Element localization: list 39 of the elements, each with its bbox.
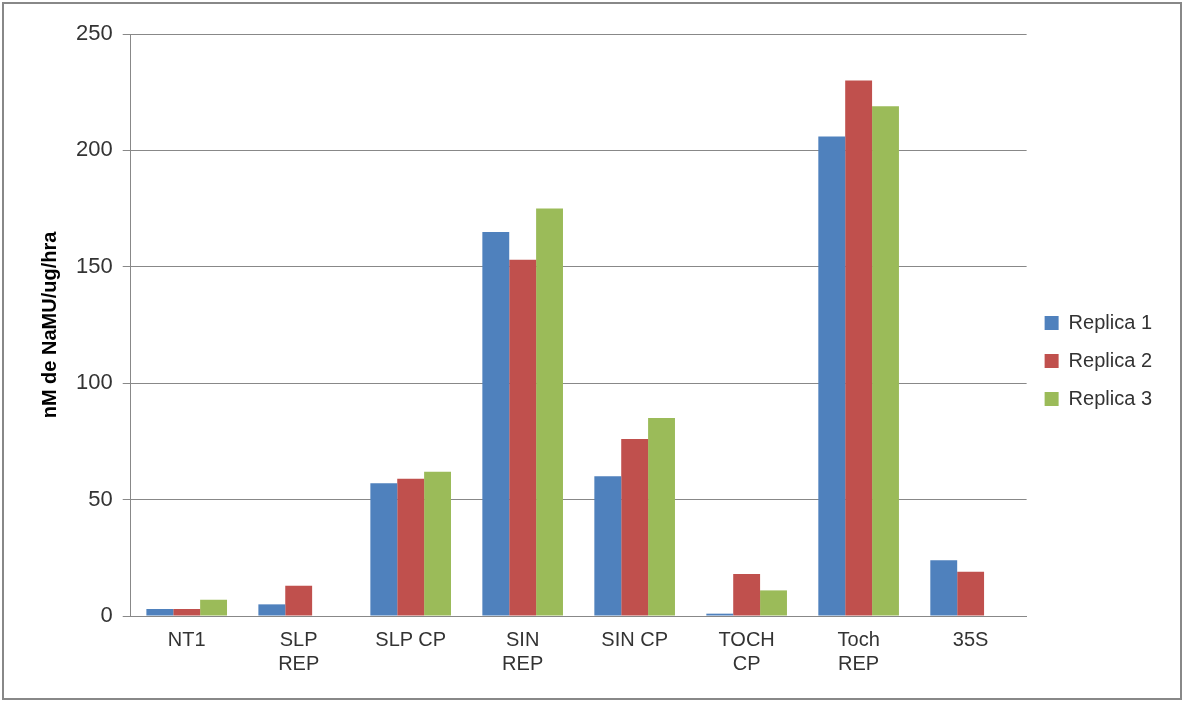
y-tick-label: 250 (75, 20, 113, 46)
bar (482, 231, 510, 616)
bar (509, 259, 537, 616)
bar (285, 585, 313, 616)
bar (146, 609, 174, 616)
x-tick-label: Toch REP (837, 627, 880, 674)
bar (872, 106, 899, 616)
bar (930, 560, 958, 616)
bar (536, 208, 563, 616)
x-tick-label: TOCH CP (718, 627, 775, 674)
y-tick-label: 50 (88, 485, 113, 511)
legend-label: Replica 2 (1068, 348, 1153, 371)
y-axis-title: nM de NaMU/ug/hra (37, 230, 60, 419)
bar (424, 471, 451, 616)
legend-label: Replica 1 (1068, 310, 1153, 333)
bar (648, 418, 675, 616)
bar (818, 136, 846, 616)
legend-label: Replica 3 (1068, 386, 1153, 409)
bar (258, 604, 286, 616)
bar (173, 609, 201, 616)
bar (957, 571, 985, 616)
bar (760, 590, 787, 616)
y-tick-label: 100 (75, 369, 113, 395)
x-tick-label: SLP REP (278, 627, 320, 674)
bar (594, 476, 622, 616)
y-tick-label: 150 (75, 252, 113, 278)
x-tick-label: SIN CP (601, 627, 668, 650)
bar (845, 80, 873, 616)
x-tick-label: SLP CP (375, 627, 447, 650)
bar (397, 478, 425, 616)
bar (370, 483, 398, 616)
bar (621, 439, 649, 616)
bar (200, 599, 228, 616)
x-tick-label: SIN REP (502, 627, 544, 674)
x-tick-label: NT1 (167, 627, 206, 650)
y-tick-label: 0 (100, 602, 113, 628)
bar (733, 574, 761, 616)
y-tick-label: 200 (75, 136, 113, 162)
x-tick-label: 35S (952, 627, 989, 650)
